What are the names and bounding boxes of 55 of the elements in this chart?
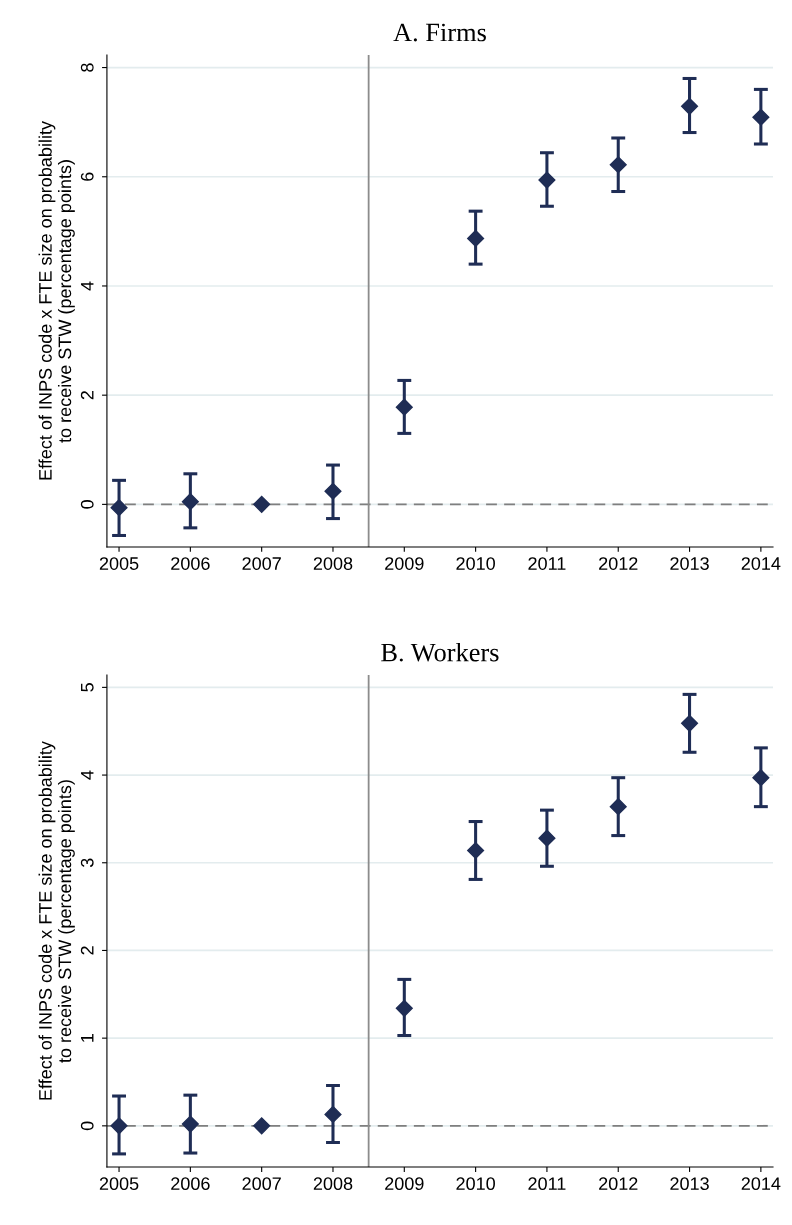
x-tick-label: 2014 — [741, 1177, 781, 1191]
x-tick-label: 2007 — [242, 1177, 281, 1191]
x-tick-label: 2006 — [171, 1177, 210, 1191]
y-axis-title: Effect of INPS code x FTE size on probability to receive STW (percentage points) — [38, 121, 75, 480]
y-tick-label: 4 — [81, 770, 94, 780]
x-tick-label: 2005 — [99, 557, 139, 570]
x-tick-label: 2008 — [313, 557, 353, 570]
point — [181, 1115, 199, 1133]
y-tick-label: 1 — [81, 1034, 94, 1042]
point — [110, 1117, 128, 1135]
y-tick-label: 2 — [80, 946, 94, 955]
point — [324, 1105, 342, 1123]
chart-title: B. Workers — [381, 642, 499, 662]
point — [609, 156, 627, 174]
point — [681, 714, 699, 732]
x-tick-label: 2009 — [385, 1177, 424, 1191]
x-tick-label: 2012 — [599, 1177, 638, 1191]
y-tick-label: 0 — [80, 500, 94, 509]
y-tick-label: 0 — [80, 1121, 94, 1131]
x-tick-label: 2013 — [670, 557, 709, 570]
y-tick-label: 8 — [80, 63, 94, 72]
x-tick-label: 2012 — [599, 557, 638, 570]
y-tick-label: 6 — [80, 172, 94, 181]
point — [253, 495, 271, 513]
x-tick-label: 2005 — [99, 1177, 139, 1191]
point — [324, 482, 342, 500]
x-tick-label: 2010 — [456, 557, 495, 570]
x-tick-label: 2006 — [171, 557, 210, 570]
y-tick-label: 5 — [81, 683, 94, 692]
y-axis-title: Effect of INPS code x FTE size on probability to receive STW (percentage points) — [38, 741, 75, 1100]
point — [538, 171, 556, 189]
point — [467, 841, 485, 860]
point — [467, 229, 485, 248]
x-tick-label: 2013 — [670, 1177, 709, 1191]
x-tick-label: 2007 — [242, 557, 281, 570]
point — [752, 108, 770, 126]
x-tick-label: 2011 — [528, 1177, 566, 1191]
point — [253, 1117, 271, 1135]
point — [538, 829, 556, 847]
x-tick-label: 2011 — [528, 557, 566, 570]
point — [609, 798, 627, 816]
x-tick-label: 2008 — [313, 1177, 353, 1191]
y-tick-label: 4 — [81, 281, 94, 291]
point — [752, 769, 770, 787]
y-tick-label: 2 — [80, 391, 94, 400]
point — [181, 493, 199, 511]
point — [395, 999, 413, 1017]
x-tick-label: 2010 — [456, 1177, 495, 1191]
x-tick-label: 2009 — [385, 557, 424, 570]
x-tick-label: 2014 — [741, 557, 781, 570]
y-tick-label: 3 — [80, 858, 94, 868]
point — [395, 398, 413, 416]
chart-title: A. Firms — [393, 23, 486, 42]
point — [110, 499, 128, 517]
point — [681, 97, 699, 115]
